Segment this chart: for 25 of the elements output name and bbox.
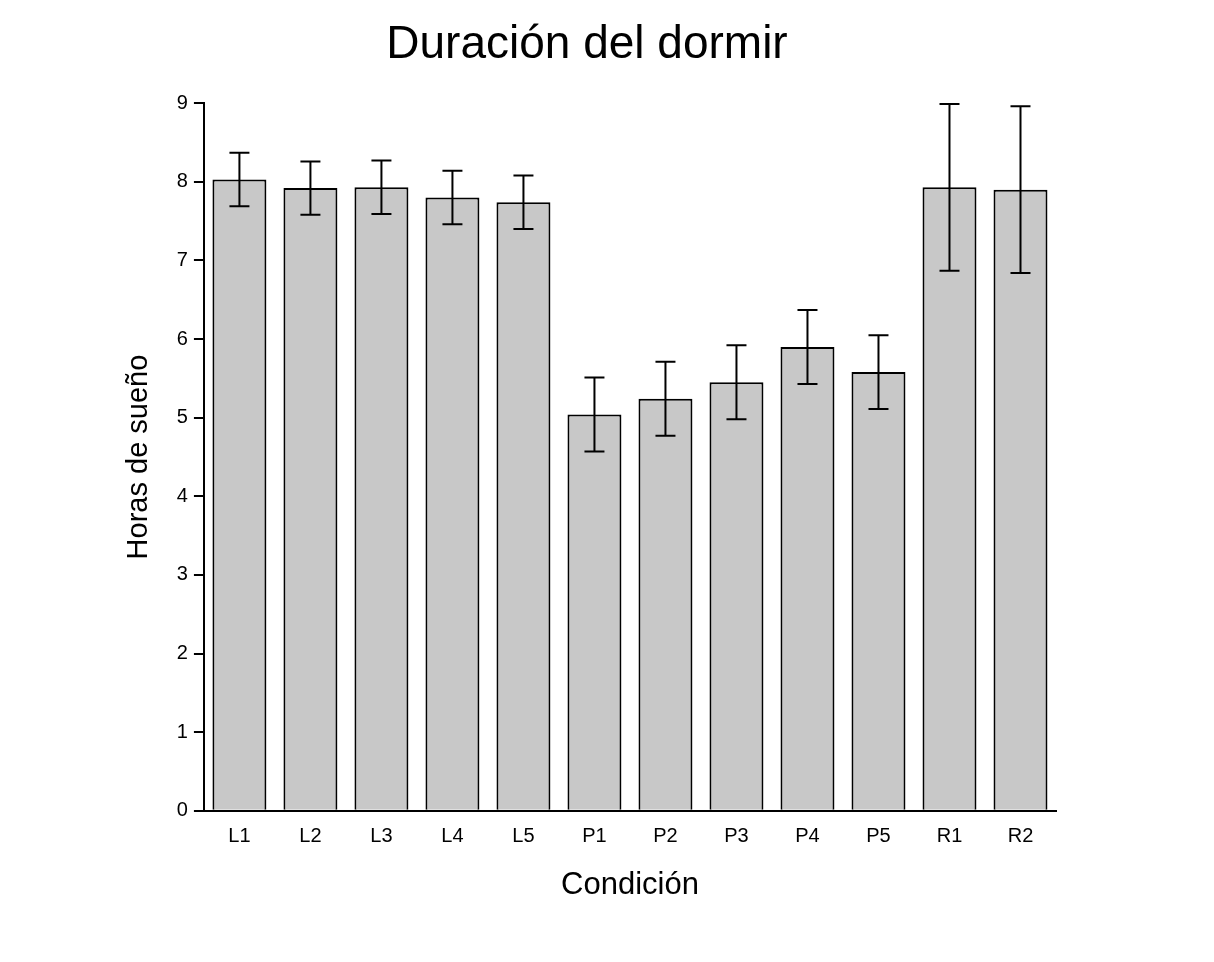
y-tick-label: 2	[176, 641, 188, 664]
y-tick-label: 3	[176, 562, 188, 585]
x-axis-title: Condición	[561, 865, 699, 901]
y-tick-label: 6	[176, 326, 188, 349]
y-tick-label: 8	[176, 169, 188, 192]
x-tick-label: R1	[936, 824, 963, 847]
y-tick-label: 1	[176, 719, 188, 742]
x-tick-label: R2	[1007, 824, 1034, 847]
x-tick-label: P5	[866, 824, 891, 847]
x-tick-label: L4	[441, 824, 464, 847]
x-tick-label: L2	[299, 824, 322, 847]
x-tick-label: L5	[512, 824, 535, 847]
x-tick-label: P1	[582, 824, 607, 847]
y-tick-label: 5	[176, 405, 188, 428]
x-tick-label: P2	[653, 824, 678, 847]
y-tick-label: 9	[176, 90, 188, 113]
x-tick-label: L3	[370, 824, 393, 847]
x-tick-label: P4	[795, 824, 820, 847]
y-tick-label: 4	[176, 483, 188, 506]
x-tick-label: L1	[228, 824, 251, 847]
y-axis-title: Horas de sueño	[121, 354, 154, 560]
chart-title: Duración del dormir	[386, 16, 788, 69]
x-tick-label: P3	[724, 824, 749, 847]
y-tick-label: 7	[176, 247, 188, 270]
y-tick-label: 0	[176, 798, 188, 821]
